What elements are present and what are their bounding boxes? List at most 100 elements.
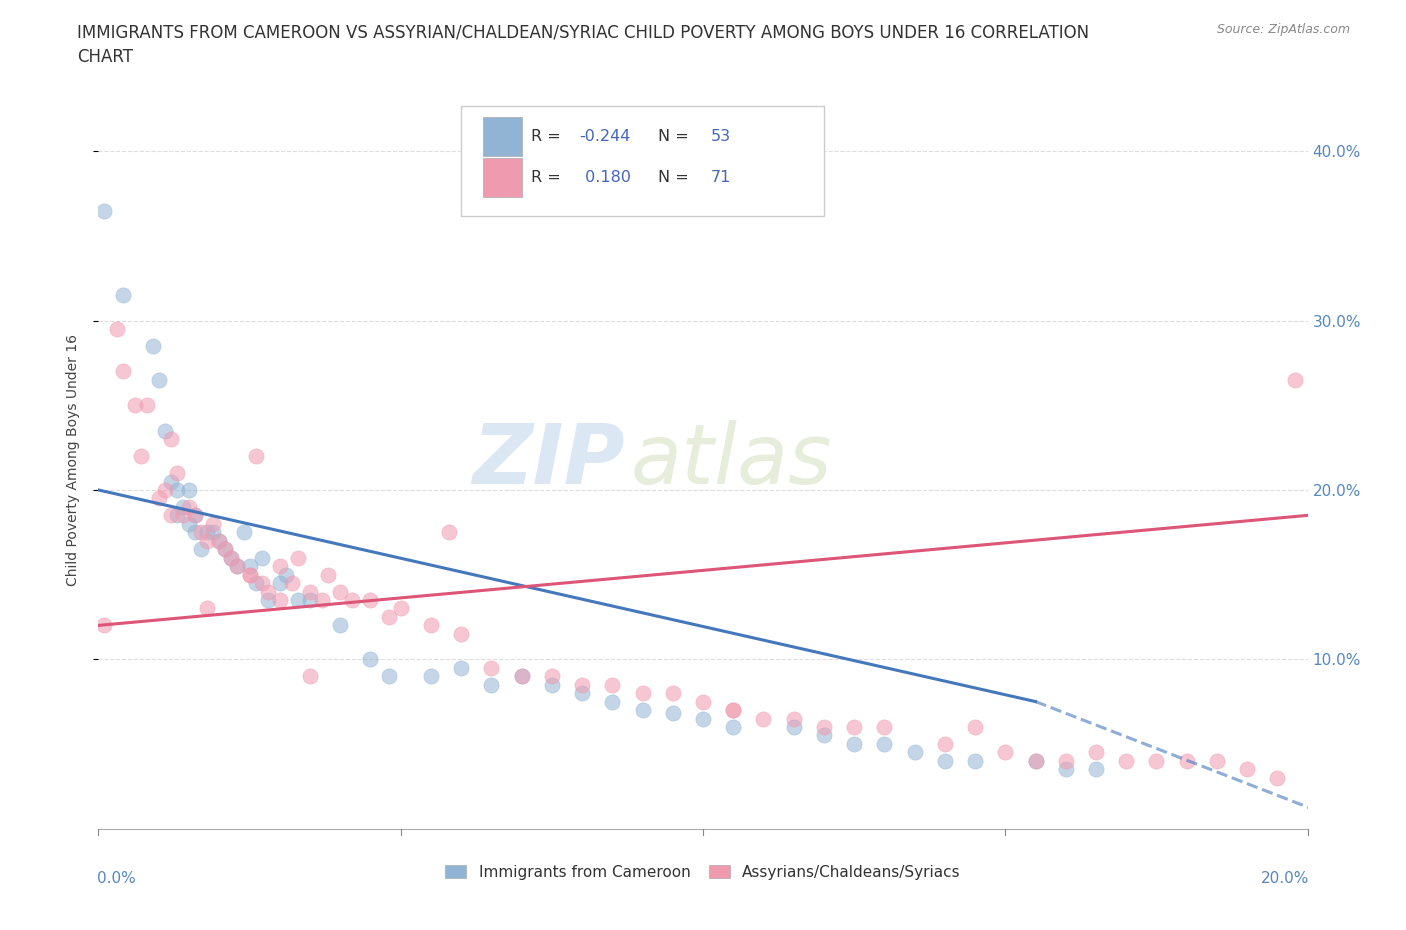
Point [124, 398, 146, 413]
Point [540, 669, 562, 684]
Point [1267, 770, 1289, 785]
Point [571, 685, 593, 700]
Point [179, 499, 201, 514]
Point [153, 423, 176, 438]
Point [299, 669, 322, 684]
Text: 71: 71 [710, 170, 731, 185]
Point [179, 516, 201, 531]
Point [377, 609, 399, 624]
Point [844, 720, 866, 735]
Point [153, 483, 176, 498]
Point [172, 499, 194, 514]
FancyBboxPatch shape [482, 158, 522, 197]
Point [602, 677, 624, 692]
Legend: Immigrants from Cameroon, Assyrians/Chaldeans/Syriacs: Immigrants from Cameroon, Assyrians/Chal… [439, 858, 967, 886]
Point [965, 753, 987, 768]
Point [450, 660, 472, 675]
Point [172, 508, 194, 523]
Point [245, 448, 267, 463]
Point [221, 551, 243, 565]
Point [281, 576, 304, 591]
FancyBboxPatch shape [461, 106, 824, 216]
Point [111, 364, 134, 379]
Point [1085, 745, 1108, 760]
Point [631, 685, 654, 700]
Point [510, 669, 533, 684]
Point [299, 592, 322, 607]
Point [1175, 753, 1198, 768]
Point [129, 448, 152, 463]
Point [226, 559, 249, 574]
Point [190, 542, 212, 557]
Point [360, 592, 382, 607]
Point [316, 567, 339, 582]
Y-axis label: Child Poverty Among Boys Under 16: Child Poverty Among Boys Under 16 [66, 335, 80, 586]
Point [148, 491, 170, 506]
Point [510, 669, 533, 684]
Point [420, 618, 443, 632]
Point [166, 466, 188, 481]
Point [873, 737, 896, 751]
Point [245, 576, 267, 591]
Point [195, 525, 218, 539]
Point [135, 398, 157, 413]
Point [661, 685, 683, 700]
Point [692, 694, 714, 709]
Point [420, 669, 443, 684]
Point [148, 373, 170, 388]
Point [1054, 753, 1077, 768]
Point [723, 702, 745, 717]
Text: 53: 53 [710, 129, 730, 144]
Point [329, 584, 352, 599]
Point [1144, 753, 1167, 768]
Point [934, 737, 956, 751]
Point [269, 576, 291, 591]
Point [195, 601, 218, 616]
Point [202, 516, 225, 531]
Text: N =: N = [658, 129, 695, 144]
Point [783, 720, 806, 735]
Point [256, 592, 278, 607]
Point [571, 677, 593, 692]
Point [166, 483, 188, 498]
Point [287, 551, 309, 565]
Text: CHART: CHART [77, 48, 134, 66]
Point [752, 711, 775, 726]
Point [208, 533, 231, 548]
Text: R =: R = [531, 170, 567, 185]
Text: R =: R = [531, 129, 567, 144]
Point [214, 542, 236, 557]
Point [256, 584, 278, 599]
Point [437, 525, 460, 539]
Point [1236, 762, 1258, 777]
Point [934, 753, 956, 768]
Point [166, 508, 188, 523]
Point [342, 592, 364, 607]
FancyBboxPatch shape [482, 117, 522, 156]
Text: ZIP: ZIP [472, 419, 624, 501]
Point [269, 592, 291, 607]
Point [481, 660, 503, 675]
Text: Source: ZipAtlas.com: Source: ZipAtlas.com [1216, 23, 1350, 36]
Point [184, 508, 207, 523]
Point [214, 542, 236, 557]
Point [1284, 373, 1306, 388]
Point [299, 584, 322, 599]
Text: 0.0%: 0.0% [97, 870, 136, 886]
Point [389, 601, 412, 616]
Point [360, 652, 382, 667]
Point [93, 204, 115, 219]
Point [202, 525, 225, 539]
Point [232, 525, 254, 539]
Point [239, 559, 262, 574]
Point [274, 567, 297, 582]
Text: -0.244: -0.244 [579, 129, 631, 144]
Point [723, 702, 745, 717]
Point [540, 677, 562, 692]
Point [692, 711, 714, 726]
Point [208, 533, 231, 548]
Point [221, 551, 243, 565]
Point [965, 720, 987, 735]
Point [602, 694, 624, 709]
Point [190, 525, 212, 539]
